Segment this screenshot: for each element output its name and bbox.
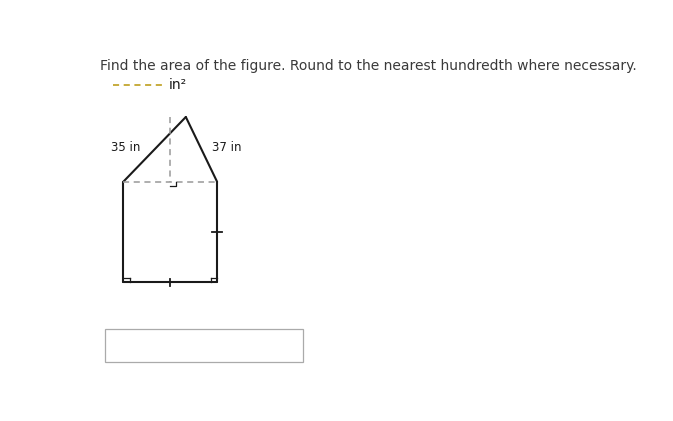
Text: Find the area of the figure. Round to the nearest hundredth where necessary.: Find the area of the figure. Round to th… [100,59,637,73]
Text: 37 in: 37 in [212,141,241,154]
Text: in²: in² [169,77,187,91]
Text: 35 in: 35 in [111,141,141,154]
Bar [105,329,303,362]
